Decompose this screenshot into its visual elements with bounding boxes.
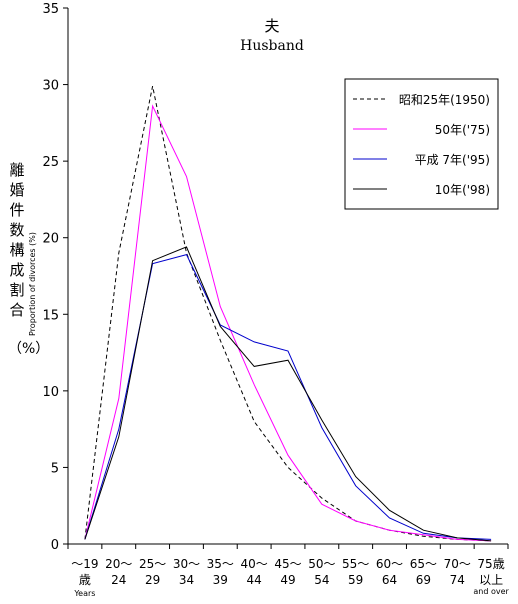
- series-layer: [84, 86, 492, 542]
- y-axis-label-japanese: 離婚件数構成割合: [9, 161, 25, 319]
- chart-title: 夫: [264, 17, 279, 35]
- y-tick-label: 30: [42, 79, 59, 94]
- x-tick-label-line2: 以上: [479, 573, 503, 587]
- series-line-0: [84, 86, 492, 542]
- x-tick-label-line2: 54: [314, 573, 329, 587]
- x-tick-label: ～19: [71, 557, 98, 571]
- axes: 0 5 10 15 20 25 30 35 ～19 歳 20～ 24 25～ 29 30～ 34 35～ 39 40…: [42, 2, 509, 598]
- y-tick-label: 20: [42, 232, 59, 247]
- x-tick-label: 45～: [274, 557, 301, 571]
- y-tick-label: 35: [42, 2, 59, 17]
- x-tick-label-line2: 59: [348, 573, 363, 587]
- x-tick-label: 20～: [105, 557, 132, 571]
- y-tick-label: 5: [51, 461, 59, 476]
- x-tick-label: 65～: [410, 557, 437, 571]
- x-tick-label: 25～: [139, 557, 166, 571]
- x-tick-label: 30～: [173, 557, 200, 571]
- y-tick-label: 10: [42, 385, 59, 400]
- legend-label-2: 平成 7年('95): [415, 153, 490, 167]
- y-tick-label: 15: [42, 308, 59, 323]
- legend-label-0: 昭和25年(1950): [399, 93, 490, 107]
- x-tick-label: 75歳: [477, 557, 504, 571]
- x-note-last: and over: [473, 587, 509, 596]
- x-tick-label-line2: 34: [179, 573, 194, 587]
- x-tick-label: 50～: [308, 557, 335, 571]
- series-line-2: [84, 254, 492, 540]
- x-tick-label-line2: 歳: [79, 573, 91, 587]
- x-tick-label-line2: 74: [450, 573, 465, 587]
- legend-label-1: 50年('75): [435, 123, 490, 137]
- x-tick-label: 40～: [241, 557, 268, 571]
- legend: 昭和25年(1950) 50年('75) 平成 7年('95) 10年('98): [344, 78, 499, 210]
- x-tick-label: 55～: [342, 557, 369, 571]
- x-tick-label-line2: 29: [145, 573, 160, 587]
- x-tick-label: 35～: [207, 557, 234, 571]
- x-tick-label-line2: 24: [111, 573, 126, 587]
- x-tick-label-line2: 44: [247, 573, 262, 587]
- series-line-1: [84, 104, 492, 542]
- y-tick-label: 25: [42, 155, 59, 170]
- x-tick-label-line2: 69: [416, 573, 431, 587]
- y-tick-label: 0: [51, 538, 59, 553]
- chart-subtitle: Husband: [240, 38, 304, 54]
- series-line-3: [84, 246, 492, 542]
- x-tick-label-line2: 49: [280, 573, 295, 587]
- x-tick-label: 60～: [376, 557, 403, 571]
- legend-label-3: 10年('98): [435, 183, 490, 197]
- x-tick-label: 70～: [444, 557, 471, 571]
- x-note-first: Years: [73, 589, 95, 598]
- x-tick-label-line2: 39: [213, 573, 228, 587]
- x-tick-label-line2: 64: [382, 573, 397, 587]
- legend-box: [344, 78, 499, 210]
